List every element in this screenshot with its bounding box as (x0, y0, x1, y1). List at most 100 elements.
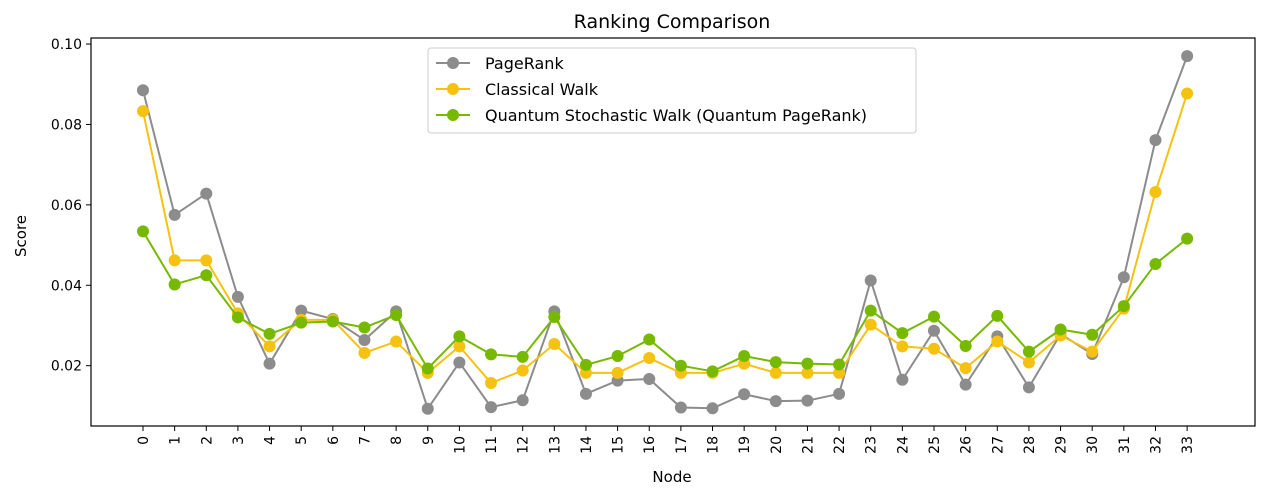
series-line-0 (142, 55, 1189, 410)
data-point-s0-x32 (1149, 134, 1162, 147)
data-point-s2-x4 (263, 327, 276, 340)
data-point-s2-x25 (928, 310, 940, 323)
x-tick-label-19: 19 (737, 436, 753, 454)
data-point-s1-x27 (991, 335, 1004, 348)
data-point-s0-x7 (358, 333, 371, 346)
x-tick-label-27: 27 (990, 436, 1006, 454)
x-tick-label-23: 23 (864, 436, 880, 454)
data-point-s0-x25 (928, 324, 940, 337)
data-point-s0-x1 (168, 208, 181, 221)
y-axis-label: Score (12, 215, 30, 257)
x-tick-label-13: 13 (547, 436, 563, 454)
y-tick-label-4: 0.10 (51, 37, 82, 53)
data-point-s0-x3 (231, 290, 244, 303)
x-tick-label-4: 4 (263, 436, 279, 445)
x-tick-label-1: 1 (168, 436, 184, 445)
data-point-s0-x21 (801, 394, 814, 407)
data-point-s1-x21 (801, 366, 814, 379)
x-tick-label-24: 24 (895, 436, 911, 454)
legend: PageRank Classical Walk Quantum Stochastic… (427, 47, 917, 134)
y-axis: 0.02 0.04 0.06 0.08 0.10 (51, 37, 91, 375)
data-point-s0-x23 (864, 274, 877, 287)
data-point-s1-x10 (453, 340, 466, 353)
data-point-s1-x30 (1086, 345, 1099, 358)
data-point-s0-x4 (263, 357, 276, 370)
data-point-s0-x33 (1181, 50, 1194, 63)
data-point-s0-x11 (485, 401, 498, 414)
data-point-s2-x26 (959, 339, 972, 352)
data-point-s2-x29 (1054, 323, 1067, 336)
series-layer (137, 50, 1194, 415)
x-tick-label-26: 26 (959, 436, 975, 454)
series-line-1 (142, 93, 1189, 384)
data-point-s0-x24 (896, 373, 909, 386)
data-point-s1-x25 (928, 342, 940, 355)
data-point-s0-x16 (643, 372, 656, 385)
x-tick-label-15: 15 (611, 436, 627, 454)
x-axis-label: Node (652, 468, 691, 486)
data-point-s1-x8 (390, 335, 403, 348)
x-tick-label-3: 3 (231, 436, 247, 445)
data-point-s1-x23 (864, 318, 877, 331)
legend-label-2: Quantum Stochastic Walk (Quantum PageRan… (485, 106, 867, 125)
legend-label-0: PageRank (485, 54, 564, 73)
data-point-s1-x2 (200, 254, 213, 267)
data-point-s2-x22 (833, 358, 846, 371)
x-tick-label-8: 8 (389, 436, 405, 445)
x-tick-label-9: 9 (421, 436, 437, 445)
x-tick-label-28: 28 (1022, 436, 1038, 454)
data-point-s2-x5 (295, 316, 308, 329)
data-point-s1-x12 (516, 364, 529, 377)
legend-marker-2 (447, 109, 459, 121)
data-point-s2-x11 (485, 348, 498, 361)
x-tick-label-6: 6 (326, 436, 342, 445)
x-tick-label-16: 16 (642, 436, 658, 454)
x-tick-label-33: 33 (1180, 436, 1196, 454)
data-point-s1-x22 (833, 366, 846, 379)
y-tick-label-0: 0.02 (51, 359, 82, 375)
legend-marker-0 (447, 57, 459, 69)
x-tick-label-5: 5 (294, 436, 310, 445)
legend-label-1: Classical Walk (485, 80, 599, 99)
data-point-s0-x26 (959, 378, 972, 391)
data-point-s2-x27 (991, 309, 1004, 322)
data-point-s0-x31 (1117, 271, 1130, 284)
y-tick-label-1: 0.04 (51, 278, 82, 294)
data-point-s1-x15 (611, 366, 624, 379)
data-point-s2-x23 (864, 304, 877, 317)
data-point-s1-x16 (643, 352, 656, 365)
data-point-s1-x20 (769, 366, 782, 379)
data-point-s2-x0 (137, 225, 149, 238)
data-point-s1-x1 (168, 254, 181, 267)
y-tick-label-2: 0.06 (51, 198, 82, 214)
data-point-s2-x32 (1149, 257, 1162, 270)
data-point-s2-x30 (1086, 328, 1099, 341)
x-tick-label-17: 17 (674, 436, 690, 454)
data-point-s0-x14 (579, 387, 592, 400)
x-tick-label-25: 25 (927, 436, 943, 454)
data-point-s2-x8 (390, 309, 403, 322)
x-tick-label-18: 18 (706, 436, 722, 454)
data-point-s0-x0 (137, 84, 149, 97)
plot-area-frame (90, 37, 1256, 427)
x-tick-label-31: 31 (1117, 436, 1133, 454)
data-point-s2-x33 (1181, 232, 1194, 245)
data-point-s2-x1 (168, 278, 181, 291)
data-point-s0-x18 (706, 402, 719, 415)
data-point-s2-x24 (896, 327, 909, 340)
data-point-s0-x28 (1022, 381, 1035, 394)
y-tick-label-3: 0.08 (51, 117, 82, 133)
x-tick-label-21: 21 (800, 436, 816, 454)
data-point-s0-x10 (453, 356, 466, 369)
data-point-s2-x21 (801, 357, 814, 370)
data-point-s2-x3 (231, 311, 244, 324)
data-point-s0-x20 (769, 395, 782, 408)
x-tick-label-14: 14 (579, 436, 595, 454)
data-point-s1-x4 (263, 340, 276, 353)
data-point-s2-x9 (421, 362, 434, 375)
data-point-s1-x33 (1181, 87, 1194, 100)
data-point-s2-x10 (453, 330, 466, 343)
data-point-s1-x26 (959, 362, 972, 375)
data-point-s1-x13 (548, 337, 561, 350)
data-point-s1-x28 (1022, 356, 1035, 369)
